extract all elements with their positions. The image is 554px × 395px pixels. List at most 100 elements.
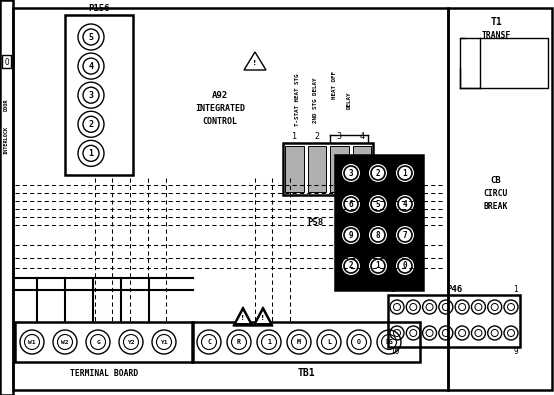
Text: P46: P46 <box>446 286 462 295</box>
Polygon shape <box>233 307 253 326</box>
Circle shape <box>396 164 414 182</box>
Bar <box>65 15 133 175</box>
Text: R: R <box>237 339 241 345</box>
Circle shape <box>340 162 362 184</box>
Text: 3: 3 <box>348 169 353 177</box>
Text: M: M <box>297 339 301 345</box>
Text: DS: DS <box>385 339 393 345</box>
Bar <box>2 55 11 68</box>
Text: 4: 4 <box>359 132 364 141</box>
Text: 1: 1 <box>292 132 297 141</box>
Text: CB: CB <box>491 175 501 184</box>
Text: G: G <box>96 339 100 344</box>
Circle shape <box>394 162 416 184</box>
Polygon shape <box>237 311 249 323</box>
Text: 3: 3 <box>89 91 94 100</box>
Text: A92: A92 <box>212 90 228 100</box>
Text: 7: 7 <box>403 231 407 239</box>
Text: INTEGRATED: INTEGRATED <box>195 103 245 113</box>
Text: BREAK: BREAK <box>484 201 508 211</box>
Text: TRANSF: TRANSF <box>481 30 511 40</box>
Bar <box>352 146 371 192</box>
Text: Y2: Y2 <box>127 339 135 344</box>
Circle shape <box>396 257 414 275</box>
Text: P58: P58 <box>307 218 323 227</box>
Bar <box>192 322 420 362</box>
Text: !: ! <box>261 315 265 321</box>
Text: DOOR: DOOR <box>4 99 9 111</box>
Bar <box>307 146 326 192</box>
Circle shape <box>340 193 362 215</box>
Text: 5: 5 <box>89 32 94 41</box>
Text: 1: 1 <box>514 286 518 295</box>
Text: Y1: Y1 <box>160 339 168 344</box>
Circle shape <box>367 255 389 277</box>
Circle shape <box>342 195 360 213</box>
Circle shape <box>396 195 414 213</box>
Bar <box>283 143 373 195</box>
Bar <box>285 146 304 192</box>
Text: !: ! <box>242 315 245 321</box>
Bar <box>0 0 13 395</box>
Circle shape <box>396 226 414 244</box>
Text: 8: 8 <box>390 286 394 295</box>
Text: 16: 16 <box>390 348 399 357</box>
Polygon shape <box>257 311 269 323</box>
Text: DELAY: DELAY <box>346 91 351 109</box>
Text: !: ! <box>253 60 257 66</box>
Bar <box>388 295 520 347</box>
Bar <box>15 322 193 362</box>
Bar <box>335 155 423 290</box>
Circle shape <box>369 164 387 182</box>
Text: 2: 2 <box>348 261 353 271</box>
Text: 8: 8 <box>376 231 380 239</box>
Text: 4: 4 <box>89 62 94 71</box>
Text: T1: T1 <box>490 17 502 27</box>
Circle shape <box>342 164 360 182</box>
Bar <box>330 146 348 192</box>
Text: 9: 9 <box>514 348 518 357</box>
Text: C: C <box>207 339 211 345</box>
Text: CIRCU: CIRCU <box>484 188 508 198</box>
Circle shape <box>340 255 362 277</box>
Text: HEAT OFF: HEAT OFF <box>331 71 336 99</box>
Text: O: O <box>4 58 9 66</box>
Circle shape <box>342 226 360 244</box>
Text: T-STAT HEAT STG: T-STAT HEAT STG <box>295 74 300 126</box>
Bar <box>13 8 448 390</box>
Circle shape <box>369 226 387 244</box>
Text: P156: P156 <box>88 4 110 13</box>
Circle shape <box>367 224 389 246</box>
Circle shape <box>394 224 416 246</box>
Bar <box>460 38 548 88</box>
Circle shape <box>369 257 387 275</box>
Text: 3: 3 <box>337 132 342 141</box>
Text: INTERLOCK: INTERLOCK <box>4 126 9 154</box>
Text: TB1: TB1 <box>297 368 315 378</box>
Text: 2: 2 <box>89 120 94 129</box>
Bar <box>448 8 552 390</box>
Text: 6: 6 <box>348 199 353 209</box>
Text: TERMINAL BOARD: TERMINAL BOARD <box>70 369 138 378</box>
Text: 5: 5 <box>376 199 380 209</box>
Circle shape <box>394 255 416 277</box>
Text: 1: 1 <box>267 339 271 345</box>
Circle shape <box>394 193 416 215</box>
Text: 2ND STG DELAY: 2ND STG DELAY <box>312 77 317 123</box>
Text: 4: 4 <box>403 199 407 209</box>
Circle shape <box>340 224 362 246</box>
Text: 2: 2 <box>376 169 380 177</box>
Text: 1: 1 <box>403 169 407 177</box>
Circle shape <box>367 162 389 184</box>
Text: 1: 1 <box>89 149 94 158</box>
Text: L: L <box>327 339 331 345</box>
Text: 2: 2 <box>314 132 319 141</box>
Text: W1: W1 <box>28 339 36 344</box>
Circle shape <box>342 257 360 275</box>
Text: W2: W2 <box>61 339 69 344</box>
Text: 1: 1 <box>376 261 380 271</box>
Text: O: O <box>357 339 361 345</box>
Circle shape <box>369 195 387 213</box>
Text: CONTROL: CONTROL <box>203 117 238 126</box>
Circle shape <box>367 193 389 215</box>
